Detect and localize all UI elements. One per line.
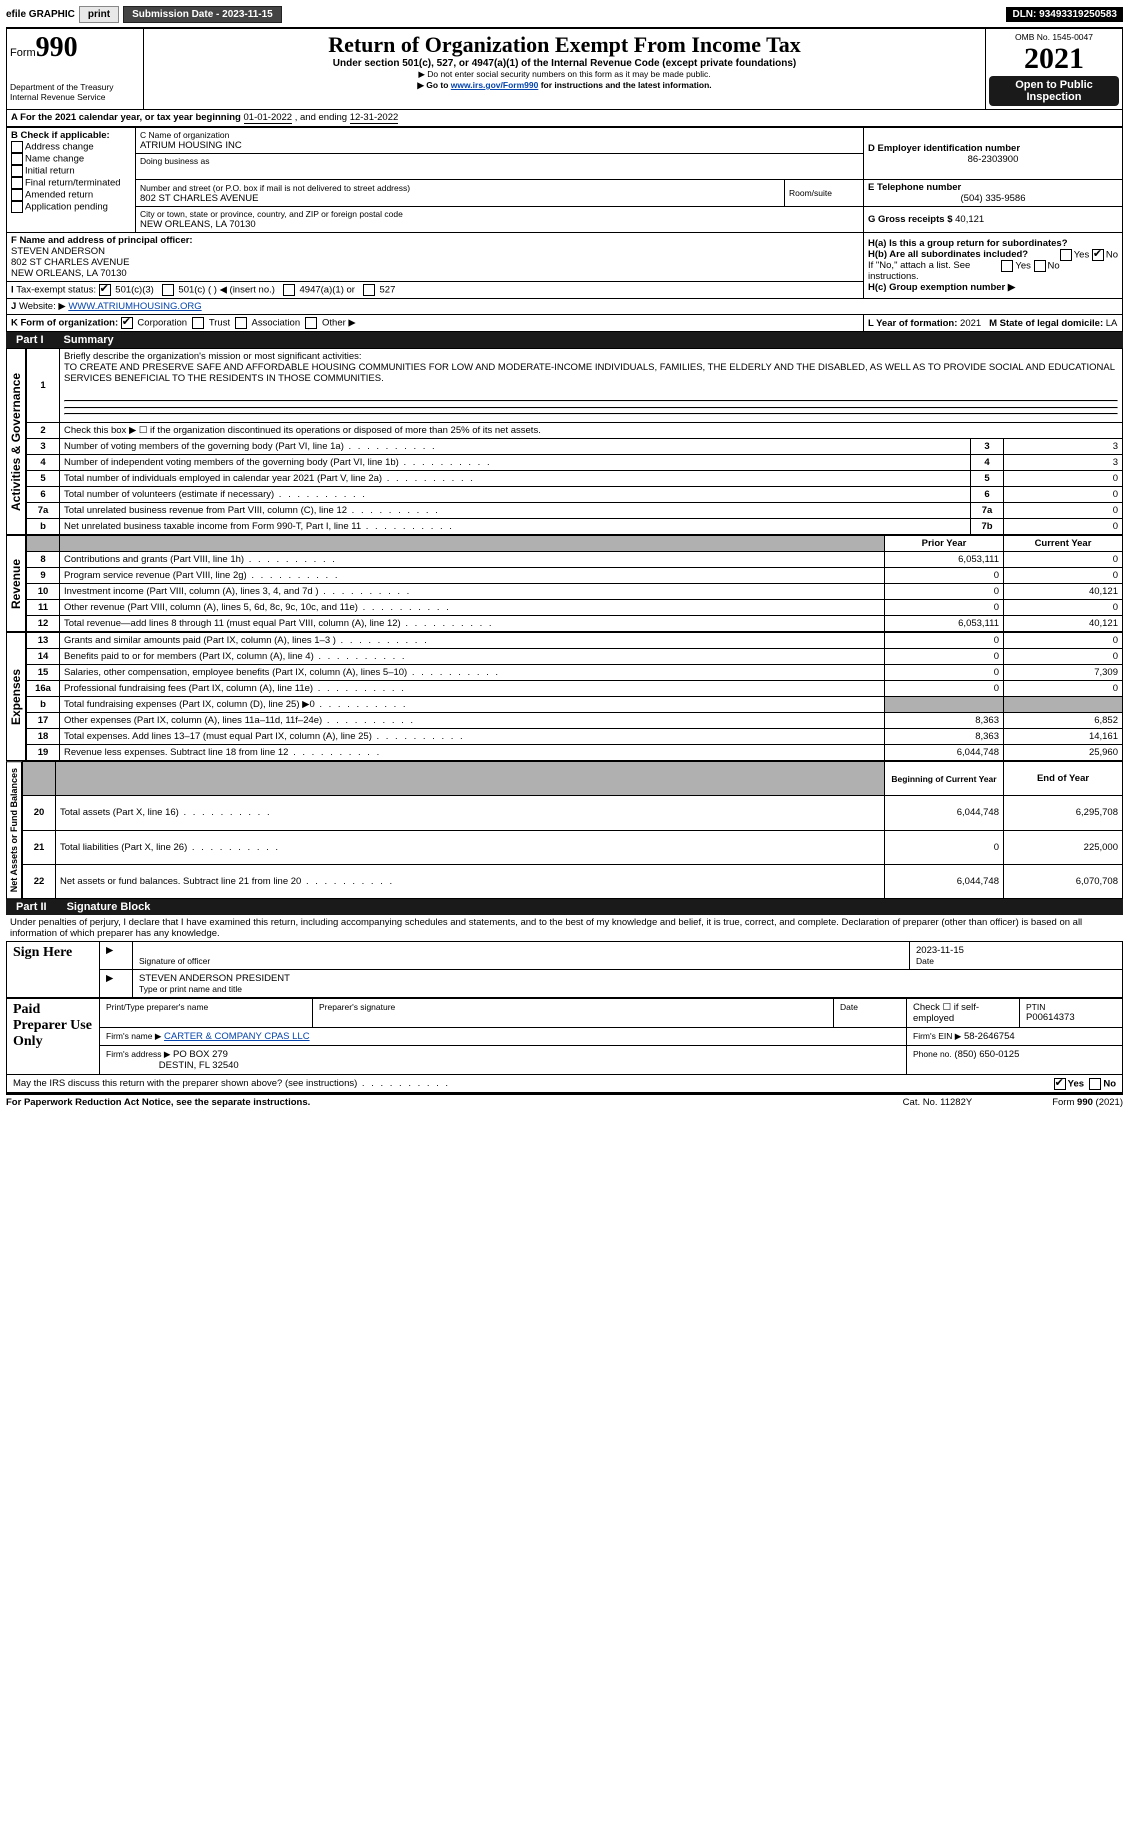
sig-date: 2023-11-15: [916, 945, 1116, 956]
box-k-label: K Form of organization:: [11, 318, 118, 329]
officer-addr1: 802 ST CHARLES AVENUE: [11, 257, 859, 268]
form-subtitle: Under section 501(c), 527, or 4947(a)(1)…: [147, 58, 982, 69]
summary-net: Beginning of Current YearEnd of Year 20T…: [22, 761, 1123, 899]
ha-label: H(a) Is this a group return for subordin…: [868, 238, 1068, 249]
box-m-label: M State of legal domicile:: [989, 318, 1103, 329]
hc-label: H(c) Group exemption number ▶: [868, 282, 1118, 293]
box-j-label: Website: ▶: [19, 301, 66, 312]
form-prefix: Form: [10, 47, 36, 59]
box-e-label: E Telephone number: [868, 182, 1118, 193]
street: 802 ST CHARLES AVENUE: [140, 193, 780, 204]
line2: Check this box ▶ ☐ if the organization d…: [60, 423, 1123, 439]
box-b-title: B Check if applicable:: [11, 130, 131, 141]
domicile: LA: [1106, 318, 1118, 329]
summary-exp: 13Grants and similar amounts paid (Part …: [26, 632, 1123, 761]
efile-label: efile GRAPHIC: [6, 9, 75, 20]
cat-no: Cat. No. 11282Y: [903, 1097, 973, 1108]
ptin: P00614373: [1026, 1012, 1116, 1023]
website-link[interactable]: WWW.ATRIUMHOUSING.ORG: [68, 301, 201, 312]
box-i-label: Tax-exempt status:: [16, 285, 96, 296]
cb-trust[interactable]: [192, 317, 204, 329]
irs-link[interactable]: www.irs.gov/Form990: [451, 80, 539, 90]
cb-amended[interactable]: Amended return: [11, 189, 131, 201]
declaration: Under penalties of perjury, I declare th…: [6, 915, 1123, 941]
ty-begin: 01-01-2022: [244, 112, 293, 124]
officer-name: STEVEN ANDERSON: [11, 246, 859, 257]
firm-name-link[interactable]: CARTER & COMPANY CPAS LLC: [164, 1031, 310, 1042]
box-f-label: F Name and address of principal officer:: [11, 235, 859, 246]
cb-501c[interactable]: [162, 284, 174, 296]
cb-discuss-no[interactable]: [1089, 1078, 1101, 1090]
firm-ein: 58-2646754: [964, 1031, 1015, 1042]
hb2-label: If "No," attach a list. See instructions…: [868, 260, 1118, 282]
box-l-label: L Year of formation:: [868, 318, 957, 329]
form-number: 990: [36, 32, 78, 63]
dept-label: Department of the Treasury Internal Reve…: [10, 82, 140, 102]
pra-notice: For Paperwork Reduction Act Notice, see …: [6, 1097, 310, 1108]
ein: 86-2303900: [868, 154, 1118, 165]
mission: TO CREATE AND PRESERVE SAFE AND AFFORDAB…: [64, 362, 1115, 384]
summary-ag: 1Briefly describe the organization's mis…: [26, 348, 1123, 535]
cb-4947[interactable]: [283, 284, 295, 296]
identity-section: B Check if applicable: Address change Na…: [6, 127, 1123, 332]
sign-here-label: Sign Here: [7, 942, 100, 998]
officer-print-name: STEVEN ANDERSON PRESIDENT: [139, 973, 1116, 984]
gross-receipts: 40,121: [955, 214, 984, 225]
dln-label: DLN: 93493319250583: [1006, 7, 1123, 22]
hb-label: H(b) Are all subordinates included?: [868, 249, 1028, 260]
ssn-note: ▶ Do not enter social security numbers o…: [147, 69, 982, 80]
tab-net: Net Assets or Fund Balances: [6, 761, 22, 899]
cb-address[interactable]: Address change: [11, 141, 131, 153]
self-emp: Check ☐ if self-employed: [907, 999, 1020, 1028]
summary-rev: Prior YearCurrent Year 8Contributions an…: [26, 535, 1123, 632]
discuss-label: May the IRS discuss this return with the…: [13, 1078, 357, 1089]
tab-activities: Activities & Governance: [6, 348, 26, 535]
print-button[interactable]: print: [79, 6, 119, 23]
cb-corp[interactable]: [121, 317, 133, 329]
box-g-label: G Gross receipts $: [868, 214, 952, 225]
phone: (504) 335-9586: [868, 193, 1118, 204]
cb-initial[interactable]: Initial return: [11, 165, 131, 177]
tab-expenses: Expenses: [6, 632, 26, 761]
line-a: A For the 2021 calendar year, or tax yea…: [6, 110, 1123, 127]
org-name: ATRIUM HOUSING INC: [140, 140, 859, 151]
year-formation: 2021: [960, 318, 981, 329]
paid-preparer-label: Paid Preparer Use Only: [7, 999, 100, 1075]
firm-addr1: PO BOX 279: [173, 1049, 228, 1060]
cb-assoc[interactable]: [235, 317, 247, 329]
cb-501c3[interactable]: [99, 284, 111, 296]
cb-name[interactable]: Name change: [11, 153, 131, 165]
cb-other[interactable]: [305, 317, 317, 329]
signature-table: Sign Here ▶ Signature of officer 2023-11…: [6, 941, 1123, 998]
cb-527[interactable]: [363, 284, 375, 296]
form-title: Return of Organization Exempt From Incom…: [147, 32, 982, 58]
goto-post: for instructions and the latest informat…: [538, 80, 711, 90]
dba-label: Doing business as: [140, 156, 859, 166]
open-public-badge: Open to Public Inspection: [989, 76, 1119, 106]
cb-final[interactable]: Final return/terminated: [11, 177, 131, 189]
submission-date-button[interactable]: Submission Date - 2023-11-15: [123, 6, 282, 23]
tab-revenue: Revenue: [6, 535, 26, 632]
tax-year: 2021: [989, 42, 1119, 76]
top-toolbar: efile GRAPHIC print Submission Date - 20…: [6, 6, 1123, 23]
goto-pre: ▶ Go to: [417, 80, 450, 90]
firm-addr2: DESTIN, FL 32540: [159, 1060, 239, 1071]
part1-header: Part ISummary: [6, 332, 1123, 348]
form-footer: Form 990 (2021): [1052, 1097, 1123, 1108]
city: NEW ORLEANS, LA 70130: [140, 219, 859, 230]
officer-addr2: NEW ORLEANS, LA 70130: [11, 268, 859, 279]
firm-phone: (850) 650-0125: [954, 1049, 1019, 1060]
street-label: Number and street (or P.O. box if mail i…: [140, 183, 780, 193]
form-header: Form990 Department of the Treasury Inter…: [6, 27, 1123, 110]
box-c-label: C Name of organization: [140, 130, 859, 140]
preparer-table: Paid Preparer Use Only Print/Type prepar…: [6, 998, 1123, 1075]
box-d-label: D Employer identification number: [868, 143, 1118, 154]
omb-label: OMB No. 1545-0047: [989, 32, 1119, 42]
room-label: Room/suite: [789, 188, 859, 198]
ty-end: 12-31-2022: [350, 112, 399, 124]
cb-pending[interactable]: Application pending: [11, 201, 131, 213]
cb-discuss-yes[interactable]: [1054, 1078, 1066, 1090]
city-label: City or town, state or province, country…: [140, 209, 859, 219]
part2-header: Part IISignature Block: [6, 899, 1123, 915]
